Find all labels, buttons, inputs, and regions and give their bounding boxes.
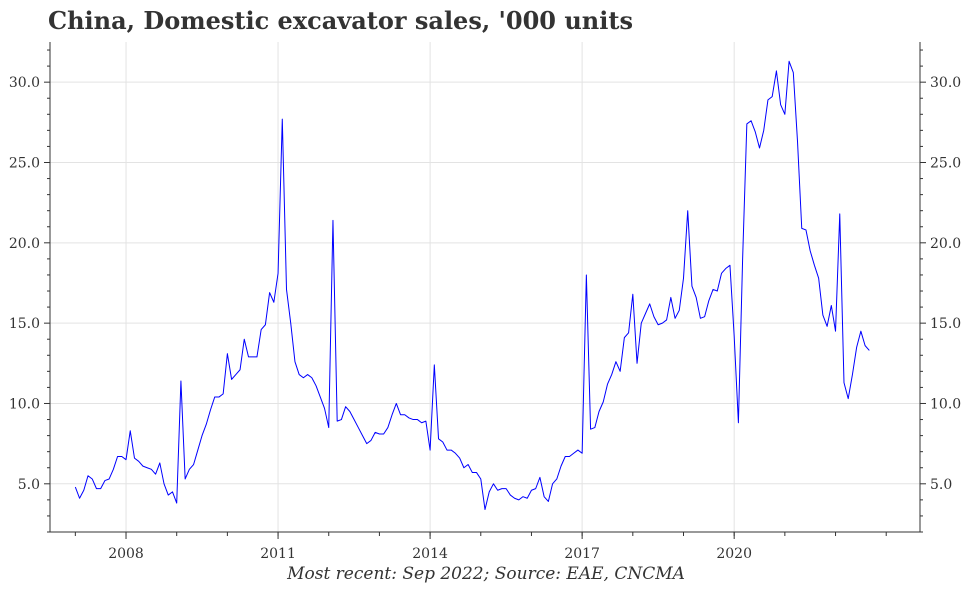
series-lines — [74, 60, 870, 511]
y-tick-label-left: 20.0 — [9, 236, 40, 252]
x-tick-label: 2017 — [564, 546, 600, 562]
y-tick-label-right: 25.0 — [930, 155, 961, 171]
x-tick-label: 2011 — [260, 546, 296, 562]
y-tick-label-left: 5.0 — [18, 477, 40, 493]
series-line — [74, 60, 870, 511]
y-tick-label-left: 15.0 — [9, 316, 40, 332]
x-tick-label: 2008 — [108, 546, 144, 562]
x-tick-label: 2014 — [412, 546, 448, 562]
chart-title: China, Domestic excavator sales, '000 un… — [48, 6, 633, 35]
y-tick-label-left: 25.0 — [9, 155, 40, 171]
axes — [44, 42, 926, 539]
chart-source-note: Most recent: Sep 2022; Source: EAE, CNCM… — [287, 564, 685, 584]
y-tick-label-left: 30.0 — [9, 75, 40, 91]
x-tick-label: 2020 — [716, 546, 752, 562]
y-tick-label-right: 30.0 — [930, 75, 961, 91]
grid-lines — [50, 42, 920, 532]
y-tick-label-right: 10.0 — [930, 396, 961, 412]
y-tick-label-left: 10.0 — [9, 396, 40, 412]
y-tick-label-right: 5.0 — [930, 477, 952, 493]
y-tick-label-right: 20.0 — [930, 236, 961, 252]
tick-labels: 5.0 5.0 10.0 10.0 15.0 15.0 20.0 20.0 25.0 25.0 30… — [9, 75, 961, 562]
y-tick-label-right: 15.0 — [930, 316, 961, 332]
